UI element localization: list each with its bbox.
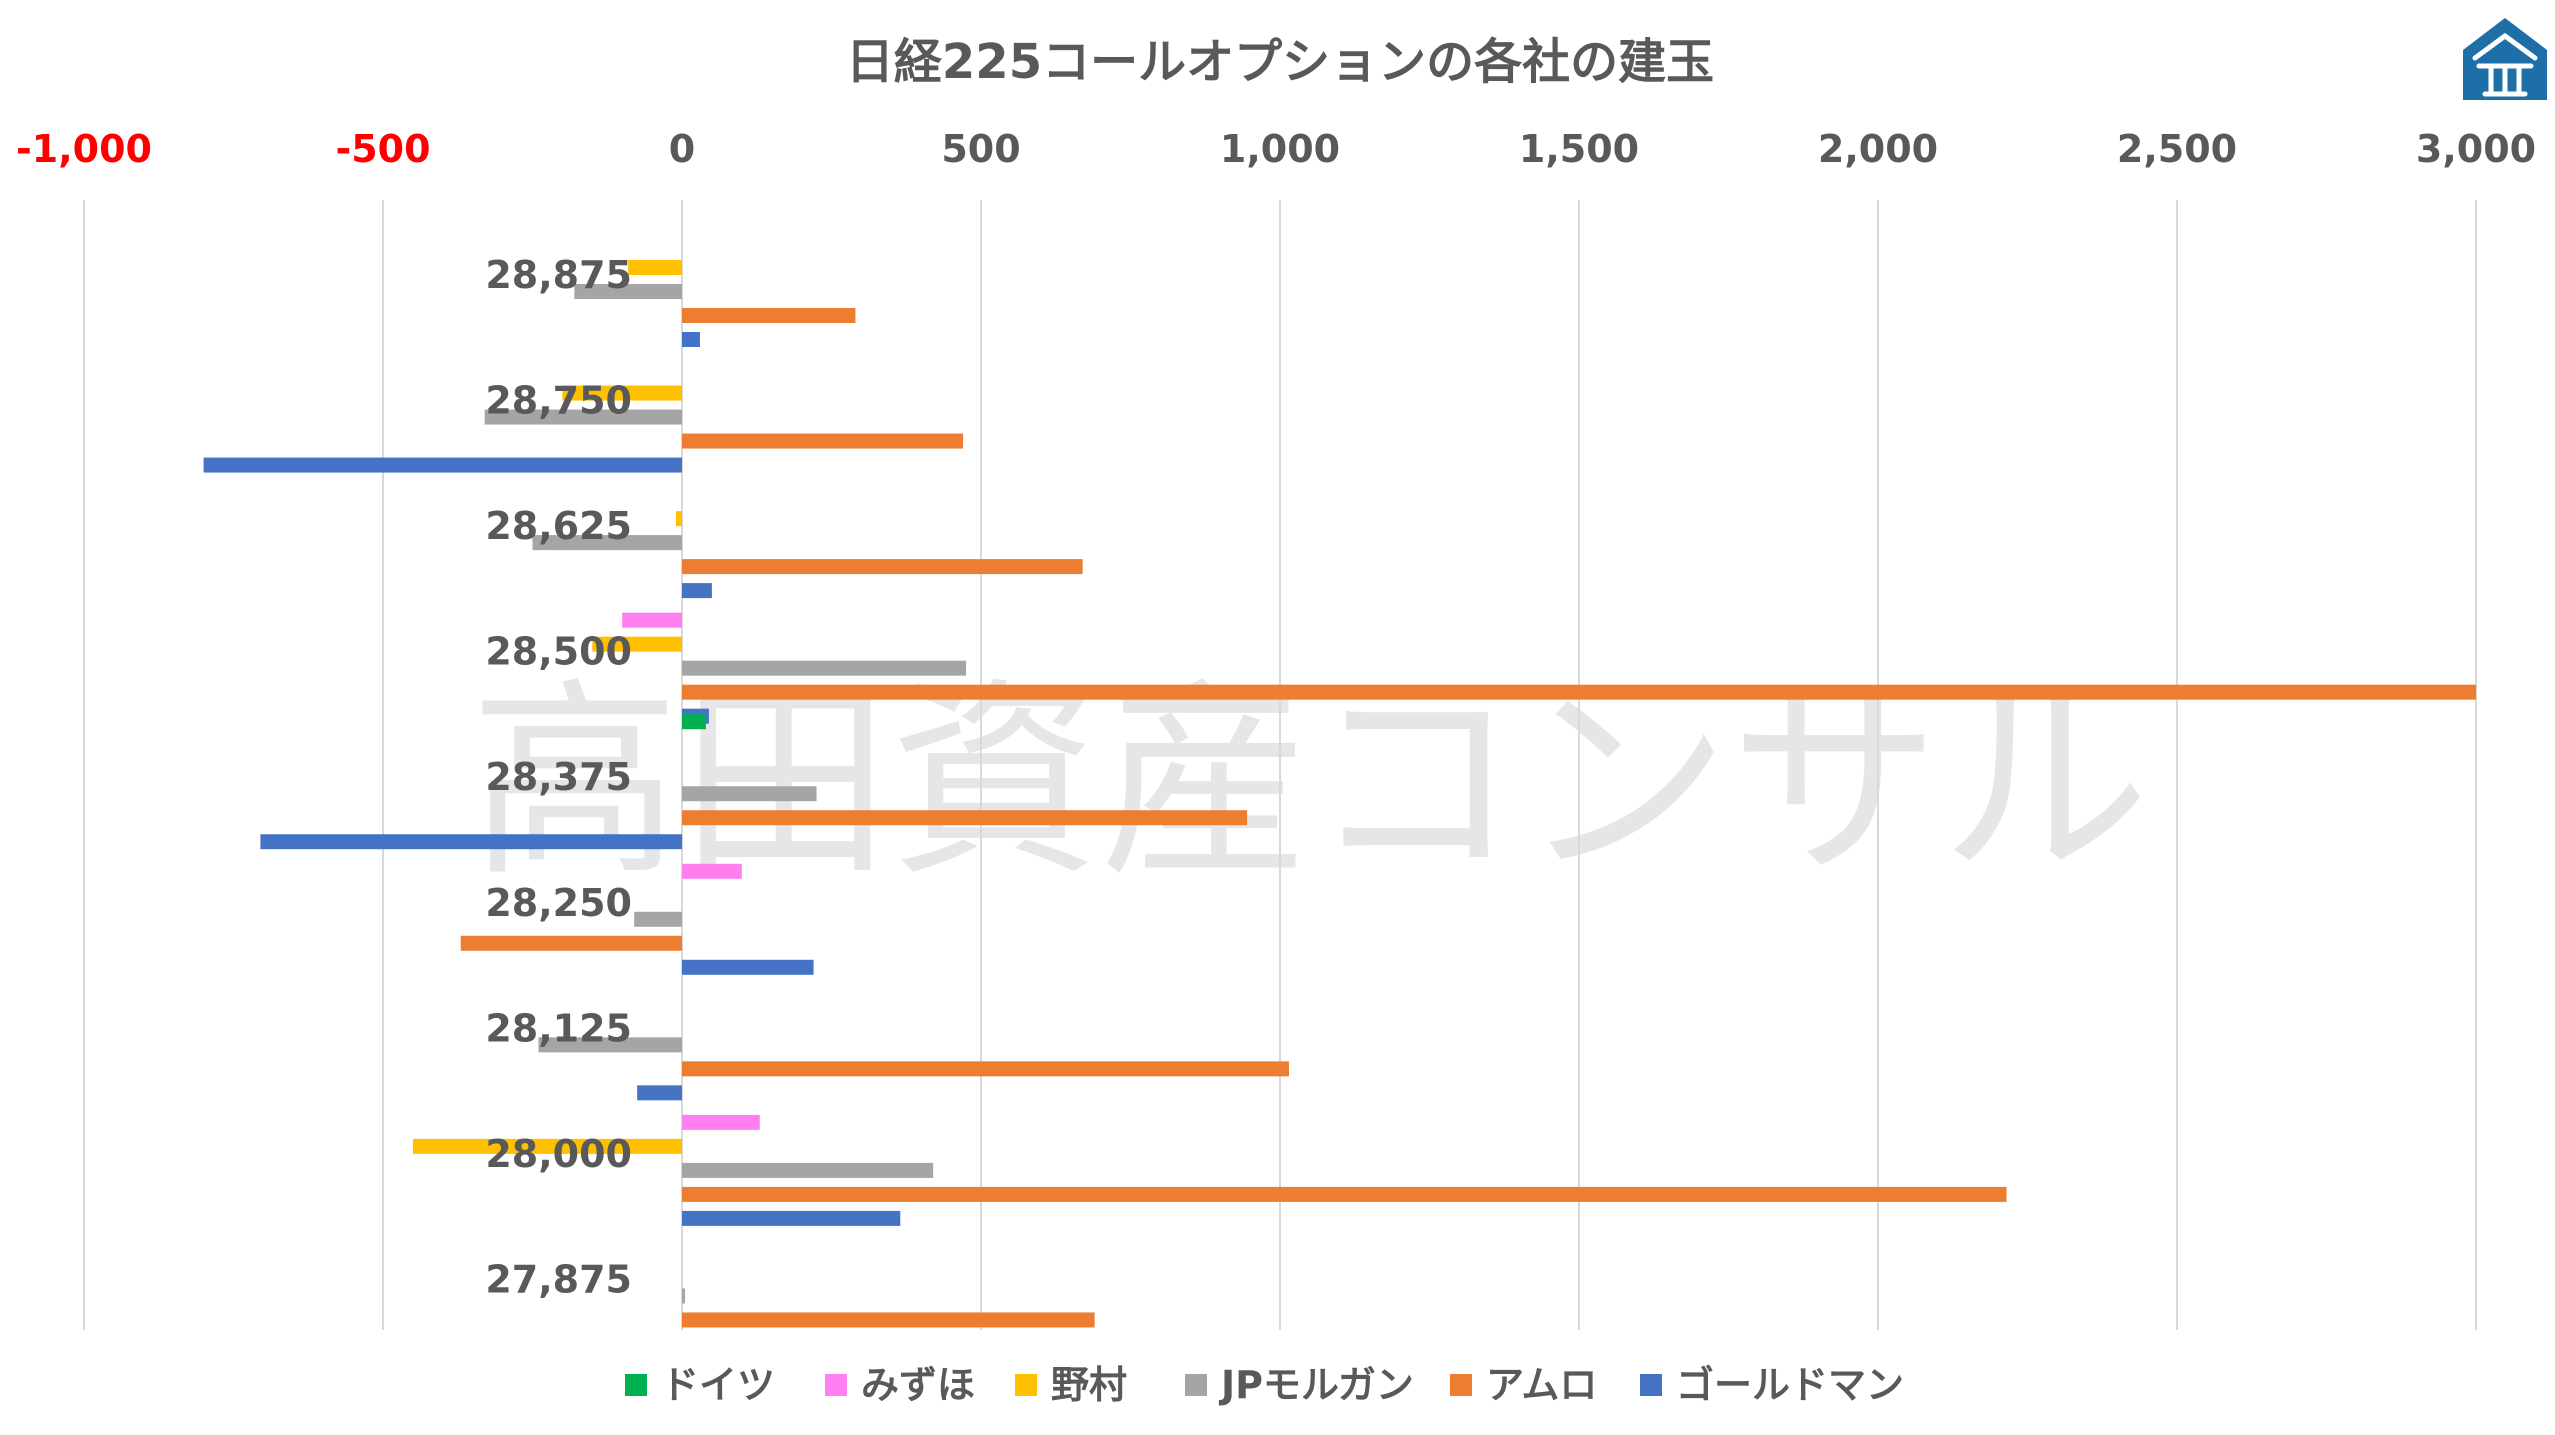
legend: ドイツ みずほ 野村 JPモルガン アムロ ゴールドマン	[625, 1363, 1904, 1407]
bar	[682, 810, 1248, 826]
legend-label: 野村	[1051, 1363, 1127, 1407]
bars	[203, 260, 2476, 1328]
legend-label: JPモルガン	[1218, 1363, 1414, 1407]
x-tick-label: -500	[335, 127, 430, 171]
bar	[562, 385, 682, 401]
legend-swatch	[1450, 1374, 1472, 1396]
bar	[634, 911, 682, 927]
bar	[682, 863, 742, 879]
bar	[682, 332, 700, 347]
legend-label: アムロ	[1486, 1363, 1597, 1407]
bar	[682, 583, 712, 599]
bar	[682, 786, 817, 802]
x-tick-label: 1,500	[1519, 127, 1639, 171]
y-tick-label: 28,750	[485, 379, 632, 423]
x-tick-label: 2,500	[2117, 127, 2237, 171]
x-tick-label: 2,000	[1818, 127, 1938, 171]
bar	[682, 714, 706, 730]
y-tick-label: 28,250	[485, 881, 632, 925]
x-tick-label: 1,000	[1220, 127, 1340, 171]
legend-swatch	[625, 1374, 647, 1396]
bar	[682, 660, 967, 676]
watermark: 高田資産コンサル	[470, 660, 2150, 905]
y-tick-label: 28,500	[485, 630, 632, 674]
x-tick-label: 3,000	[2416, 127, 2536, 171]
y-axis-ticks: 28,875 28,750 28,625 28,500 28,375 28,250 28,1…	[485, 253, 632, 1301]
y-tick-label: 28,125	[485, 1006, 632, 1050]
bar	[538, 1037, 682, 1053]
bar	[682, 1162, 934, 1178]
house-logo-detail	[2472, 32, 2538, 97]
y-tick-label: 28,625	[485, 504, 632, 548]
logo-icon	[2463, 18, 2547, 100]
bar	[460, 935, 682, 951]
y-tick-label: 28,000	[485, 1132, 632, 1176]
bar	[574, 284, 682, 299]
bar	[203, 457, 682, 473]
x-axis-ticks: -1,000 -500 0 500 1,000 1,500 2,000 2,500 3,000	[16, 127, 2536, 171]
legend-label: ゴールドマン	[1676, 1363, 1904, 1407]
bar	[622, 612, 682, 628]
legend-label: みずほ	[861, 1363, 975, 1407]
legend-swatch	[825, 1374, 847, 1396]
legend-swatch	[1185, 1374, 1207, 1396]
house-logo-icon	[2463, 18, 2547, 100]
bar	[682, 559, 1083, 575]
bar	[484, 409, 682, 425]
bar	[628, 260, 682, 275]
chart-title: 日経225コールオプションの各社の建玉	[846, 34, 1714, 90]
legend-swatch	[1640, 1374, 1662, 1396]
bar	[682, 1288, 685, 1304]
y-tick-label: 27,875	[485, 1257, 632, 1301]
grid	[83, 200, 2477, 1330]
bar	[682, 959, 814, 975]
bar	[592, 636, 682, 652]
legend-swatch	[1015, 1374, 1037, 1396]
legend-label: ドイツ	[661, 1363, 775, 1407]
bar	[682, 1114, 760, 1130]
x-tick-label: 500	[941, 127, 1020, 171]
y-tick-label: 28,875	[485, 253, 632, 297]
bar	[682, 308, 856, 323]
bar	[260, 834, 682, 850]
bar	[637, 1085, 682, 1101]
bar	[682, 1210, 901, 1226]
bar	[682, 1061, 1289, 1077]
x-tick-label: 0	[669, 127, 695, 171]
bar	[682, 433, 964, 449]
bar	[682, 1186, 2007, 1202]
bar	[532, 535, 682, 551]
x-tick-label: -1,000	[16, 127, 152, 171]
bar	[682, 684, 2476, 700]
bar	[676, 511, 682, 527]
y-tick-label: 28,375	[485, 755, 632, 799]
bar	[682, 1312, 1095, 1328]
bar	[412, 1138, 682, 1154]
